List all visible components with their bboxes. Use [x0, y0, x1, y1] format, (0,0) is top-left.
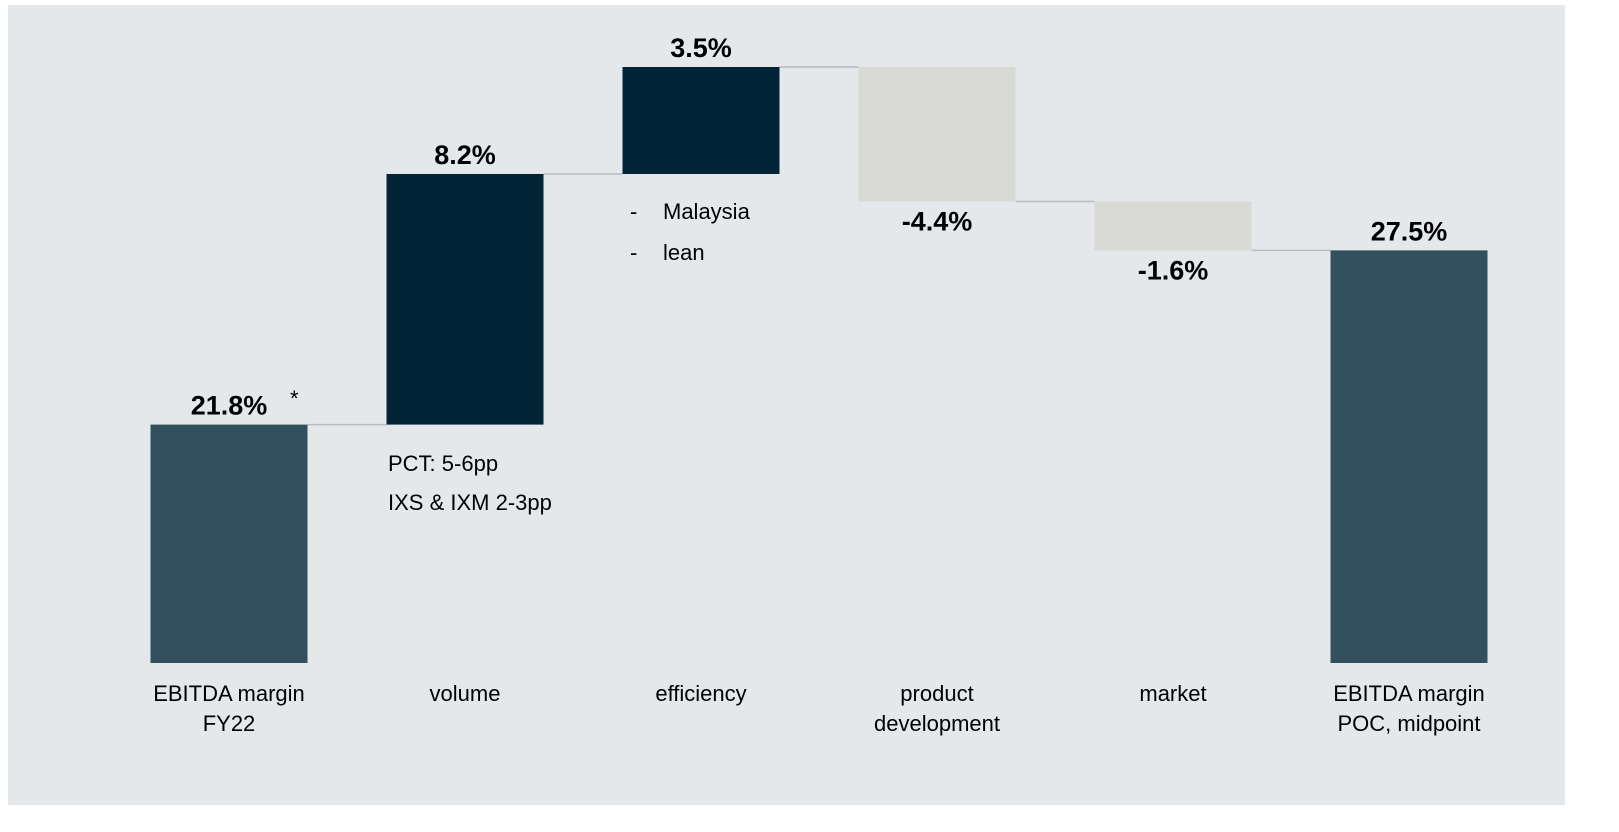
label-line: EBITDA margin [1333, 681, 1485, 706]
bar [386, 173, 544, 425]
value-label: 27.5% [1371, 217, 1448, 247]
value-label: 21.8% [191, 391, 268, 421]
x-tick-label: EBITDA margin POC, midpoint [1333, 681, 1485, 736]
value-label: 8.2% [434, 140, 496, 170]
note: PCT: 5-6pp [388, 451, 498, 476]
label-line: market [1139, 681, 1206, 706]
bar [1094, 201, 1252, 251]
x-tick-label: product development [874, 681, 1000, 736]
note: lean [663, 240, 705, 265]
label-line: volume [430, 681, 501, 706]
x-tick-label: efficiency [655, 681, 746, 706]
bullet: - [630, 199, 637, 224]
x-tick-label: market [1139, 681, 1206, 706]
value-label: 3.5% [670, 33, 732, 63]
label-line: EBITDA margin [153, 681, 305, 706]
background [8, 5, 1565, 805]
x-tick-label: EBITDA margin FY22 [153, 681, 305, 736]
label-line: product [900, 681, 973, 706]
bar [622, 67, 780, 174]
note: Malaysia [663, 199, 751, 224]
bar [1330, 250, 1488, 663]
footnote-mark: * [290, 386, 299, 411]
x-tick-label: volume [430, 681, 501, 706]
value-label: -4.4% [902, 207, 973, 237]
label-line: FY22 [203, 711, 256, 736]
label-line: development [874, 711, 1000, 736]
bullet: - [630, 240, 637, 265]
label-line: efficiency [655, 681, 746, 706]
bar [858, 67, 1016, 202]
value-label: -1.6% [1138, 256, 1209, 286]
bar [150, 424, 308, 663]
note: IXS & IXM 2-3pp [388, 490, 552, 515]
label-line: POC, midpoint [1337, 711, 1480, 736]
